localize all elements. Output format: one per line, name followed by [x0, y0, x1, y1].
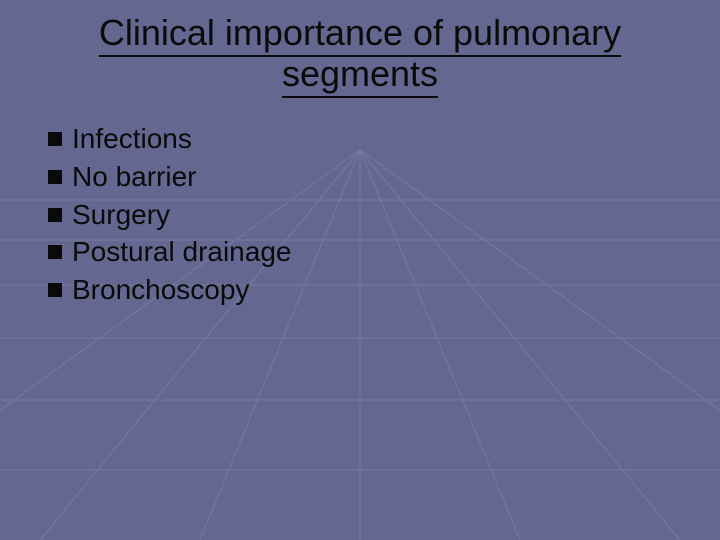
- list-item: Bronchoscopy: [48, 271, 672, 309]
- list-item-label: Surgery: [72, 196, 672, 234]
- slide-title: Clinical importance of pulmonary segment…: [0, 12, 720, 95]
- list-item: Surgery: [48, 196, 672, 234]
- list-item: No barrier: [48, 158, 672, 196]
- slide: Clinical importance of pulmonary segment…: [0, 0, 720, 540]
- list-item-label: Infections: [72, 120, 672, 158]
- square-bullet-icon: [48, 245, 62, 259]
- list-item: Postural drainage: [48, 233, 672, 271]
- bullet-list: Infections No barrier Surgery Postural d…: [48, 120, 672, 309]
- square-bullet-icon: [48, 170, 62, 184]
- list-item-label: Bronchoscopy: [72, 271, 672, 309]
- list-item-label: Postural drainage: [72, 233, 672, 271]
- title-line-1: Clinical importance of pulmonary: [99, 12, 621, 53]
- square-bullet-icon: [48, 283, 62, 297]
- list-item-label: No barrier: [72, 158, 672, 196]
- title-line-2: segments: [282, 53, 438, 94]
- list-item: Infections: [48, 120, 672, 158]
- square-bullet-icon: [48, 132, 62, 146]
- square-bullet-icon: [48, 208, 62, 222]
